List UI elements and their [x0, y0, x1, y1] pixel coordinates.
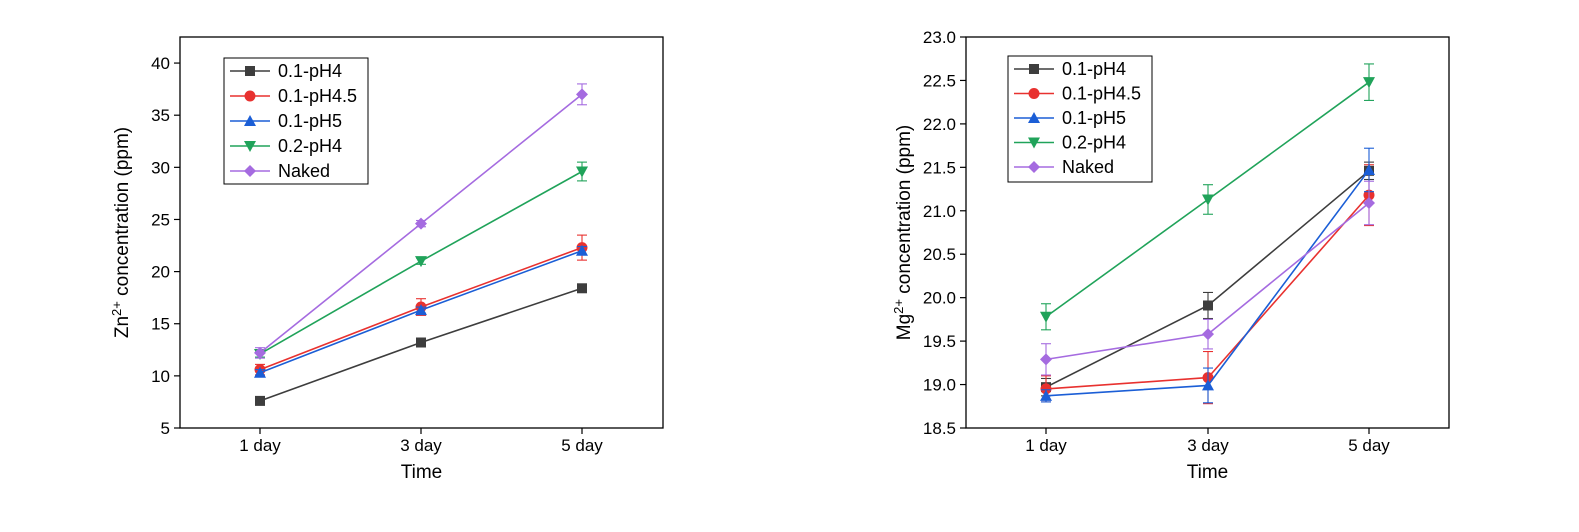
legend-label: 0.1-pH4.5 — [1062, 84, 1141, 104]
data-point — [1363, 163, 1375, 175]
data-point — [1040, 389, 1052, 401]
series-2 — [254, 244, 588, 378]
y-axis-title-superscript: 2+ — [109, 301, 124, 316]
legend-label: 0.1-pH5 — [278, 111, 342, 131]
y-tick-label: 20.0 — [923, 289, 956, 308]
legend-label: 0.1-pH4.5 — [278, 86, 357, 106]
data-point — [415, 217, 427, 230]
data-point — [254, 346, 266, 359]
y-tick-label: 5 — [161, 419, 170, 438]
data-point — [576, 244, 588, 256]
x-axis-title: Time — [401, 462, 443, 483]
y-axis-title-element: Zn — [112, 316, 133, 338]
legend-marker — [244, 115, 256, 126]
legend-marker — [1028, 161, 1040, 173]
chart-zn: 5 10 15 20 25 30 35 40 1 day 3 day 5 day Time Zn2+ c… — [109, 36, 664, 483]
y-tick-label: 21.5 — [923, 158, 956, 177]
legend-marker — [245, 66, 255, 76]
legend-marker — [244, 141, 256, 152]
y-tick-label: 22.0 — [923, 115, 956, 134]
y-axis-title-element: Mg — [894, 314, 915, 340]
legend-label: Naked — [278, 161, 330, 181]
data-point — [1202, 379, 1214, 391]
data-point — [1363, 77, 1375, 89]
data-point — [1040, 311, 1052, 323]
data-point — [415, 256, 427, 268]
y-axis-title-text: concentration (ppm) — [894, 125, 915, 299]
y-tick-label: 35 — [151, 106, 170, 125]
legend-label: 0.1-pH4 — [278, 61, 342, 81]
data-point — [576, 88, 588, 101]
data-point — [1363, 196, 1375, 209]
data-point — [577, 283, 587, 294]
y-tick-label: 15 — [151, 315, 170, 334]
y-tick-label: 22.5 — [923, 71, 956, 90]
series-3 — [254, 161, 588, 360]
legend-label: Naked — [1062, 157, 1114, 177]
chart-mg: 18.5 19.0 19.5 20.0 20.5 21.0 21.5 22.0 22.5 23.0… — [891, 28, 1450, 483]
legend-marker — [244, 165, 256, 177]
y-tick-label: 30 — [151, 158, 170, 177]
x-tick-label: 1 day — [239, 436, 281, 455]
data-point — [1040, 383, 1052, 395]
data-point — [415, 304, 427, 316]
y-axis-title: Mg2+ concentration (ppm) — [891, 125, 915, 340]
data-point — [1202, 194, 1214, 206]
x-tick-label: 5 day — [1348, 436, 1390, 455]
x-axis-title: Time — [1187, 462, 1229, 483]
series-4 — [1040, 180, 1375, 376]
y-tick-label: 25 — [151, 210, 170, 229]
y-tick-label: 20 — [151, 263, 170, 282]
legend-label: 0.1-pH5 — [1062, 108, 1126, 128]
y-tick-label: 21.0 — [923, 202, 956, 221]
data-point — [1202, 328, 1214, 341]
data-point — [416, 337, 426, 348]
y-tick-label: 40 — [151, 54, 170, 73]
legend-marker — [244, 90, 256, 102]
y-tick-label: 19.5 — [923, 332, 956, 351]
x-tick-label: 5 day — [561, 436, 603, 455]
series-3 — [1040, 63, 1375, 331]
legend-marker — [1028, 137, 1040, 149]
series-0 — [255, 283, 587, 406]
legend-marker — [1029, 64, 1039, 74]
y-axis-title: Zn2+ concentration (ppm) — [109, 127, 133, 338]
data-point — [1203, 300, 1213, 311]
legend: 0.1-pH4 0.1-pH4.5 0.1-pH5 0.2-pH4 Naked — [223, 57, 369, 185]
x-tick-label: 3 day — [400, 436, 442, 455]
y-axis-title-superscript: 2+ — [891, 299, 906, 314]
data-point — [255, 395, 265, 406]
x-tick-label: 1 day — [1025, 436, 1067, 455]
legend: 0.1-pH4 0.1-pH4.5 0.1-pH5 0.2-pH4 Naked — [1007, 55, 1153, 183]
y-tick-label: 19.0 — [923, 376, 956, 395]
legend-label: 0.2-pH4 — [1062, 133, 1126, 153]
data-point — [1040, 353, 1052, 366]
y-tick-label: 10 — [151, 367, 170, 386]
y-tick-label: 20.5 — [923, 245, 956, 264]
legend-label: 0.2-pH4 — [278, 136, 342, 156]
x-tick-label: 3 day — [1187, 436, 1229, 455]
series-4 — [254, 83, 588, 359]
legend-label: 0.1-pH4 — [1062, 59, 1126, 79]
y-tick-label: 18.5 — [923, 419, 956, 438]
legend-marker — [1028, 88, 1040, 99]
data-point — [576, 166, 588, 178]
y-axis-title-text: concentration (ppm) — [112, 127, 133, 301]
data-point — [254, 366, 266, 378]
y-tick-label: 23.0 — [923, 28, 956, 47]
legend-marker — [1028, 112, 1040, 123]
